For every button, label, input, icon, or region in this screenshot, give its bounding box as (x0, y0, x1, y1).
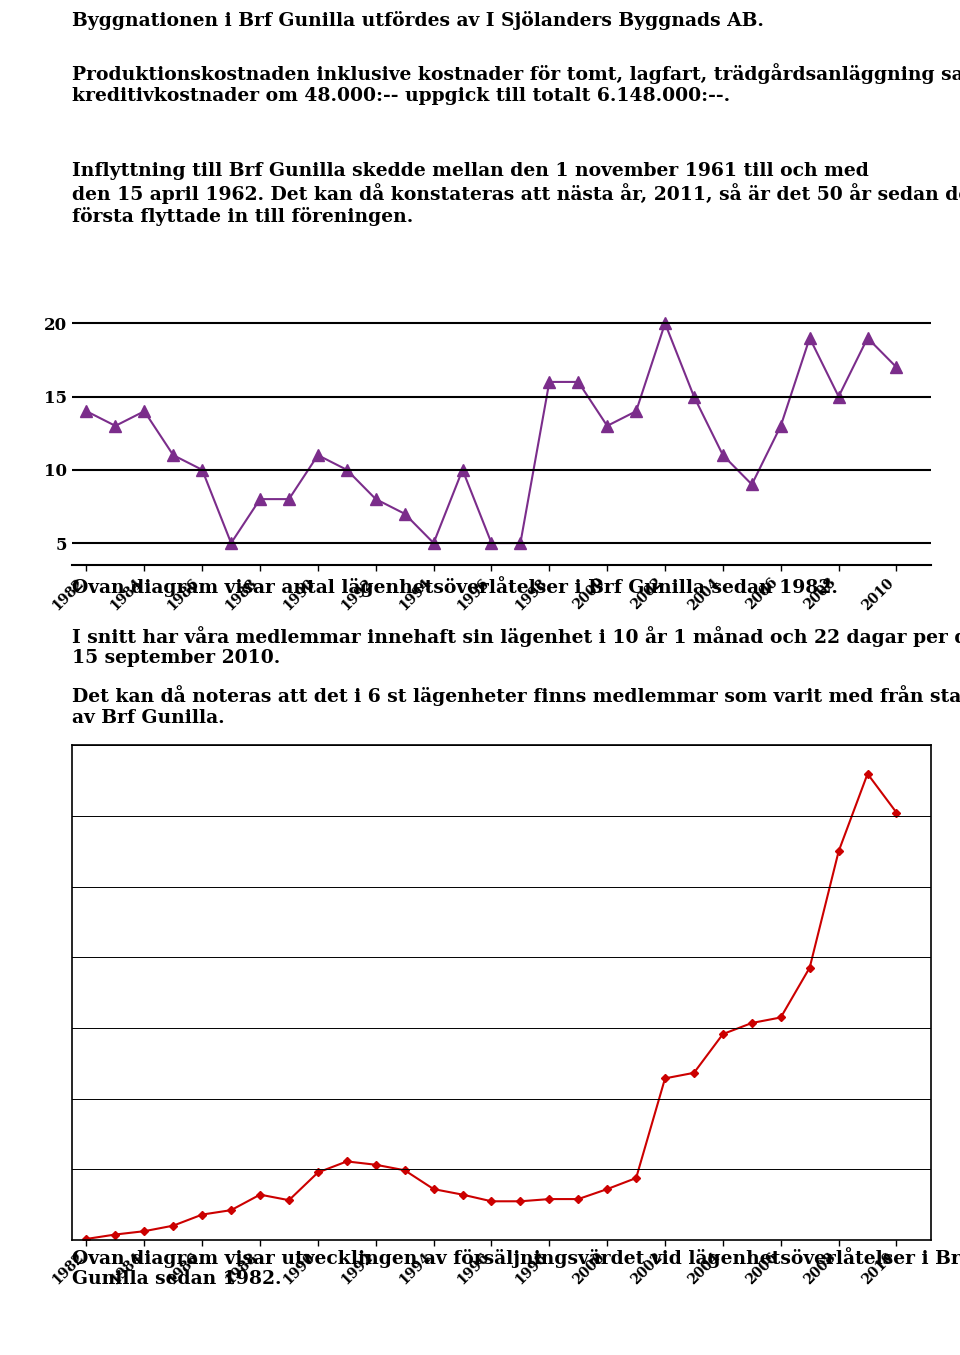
Text: Inflyttning till Brf Gunilla skedde mellan den 1 november 1961 till och med
den : Inflyttning till Brf Gunilla skedde mell… (72, 161, 960, 226)
Text: I snitt har våra medlemmar innehaft sin lägenhet i 10 år 1 månad och 22 dagar pe: I snitt har våra medlemmar innehaft sin … (72, 626, 960, 668)
Text: Det kan då noteras att det i 6 st lägenheter finns medlemmar som varit med från : Det kan då noteras att det i 6 st lägenh… (72, 684, 960, 726)
Text: Byggnationen i Brf Gunilla utfördes av I Sjölanders Byggnads AB.: Byggnationen i Brf Gunilla utfördes av I… (72, 11, 764, 30)
Text: Ovan diagram visar antal lägenhetsöverlåtelser i Brf Gunilla sedan 1982.: Ovan diagram visar antal lägenhetsöverlå… (72, 576, 838, 596)
Text: Ovan diagram visar utvecklingen av försäljningsvärdet vid lägenhetsöverlåtelser : Ovan diagram visar utvecklingen av försä… (72, 1247, 960, 1289)
Text: Produktionskostnaden inklusive kostnader för tomt, lagfart, trädgårdsanläggning : Produktionskostnaden inklusive kostnader… (72, 62, 960, 104)
